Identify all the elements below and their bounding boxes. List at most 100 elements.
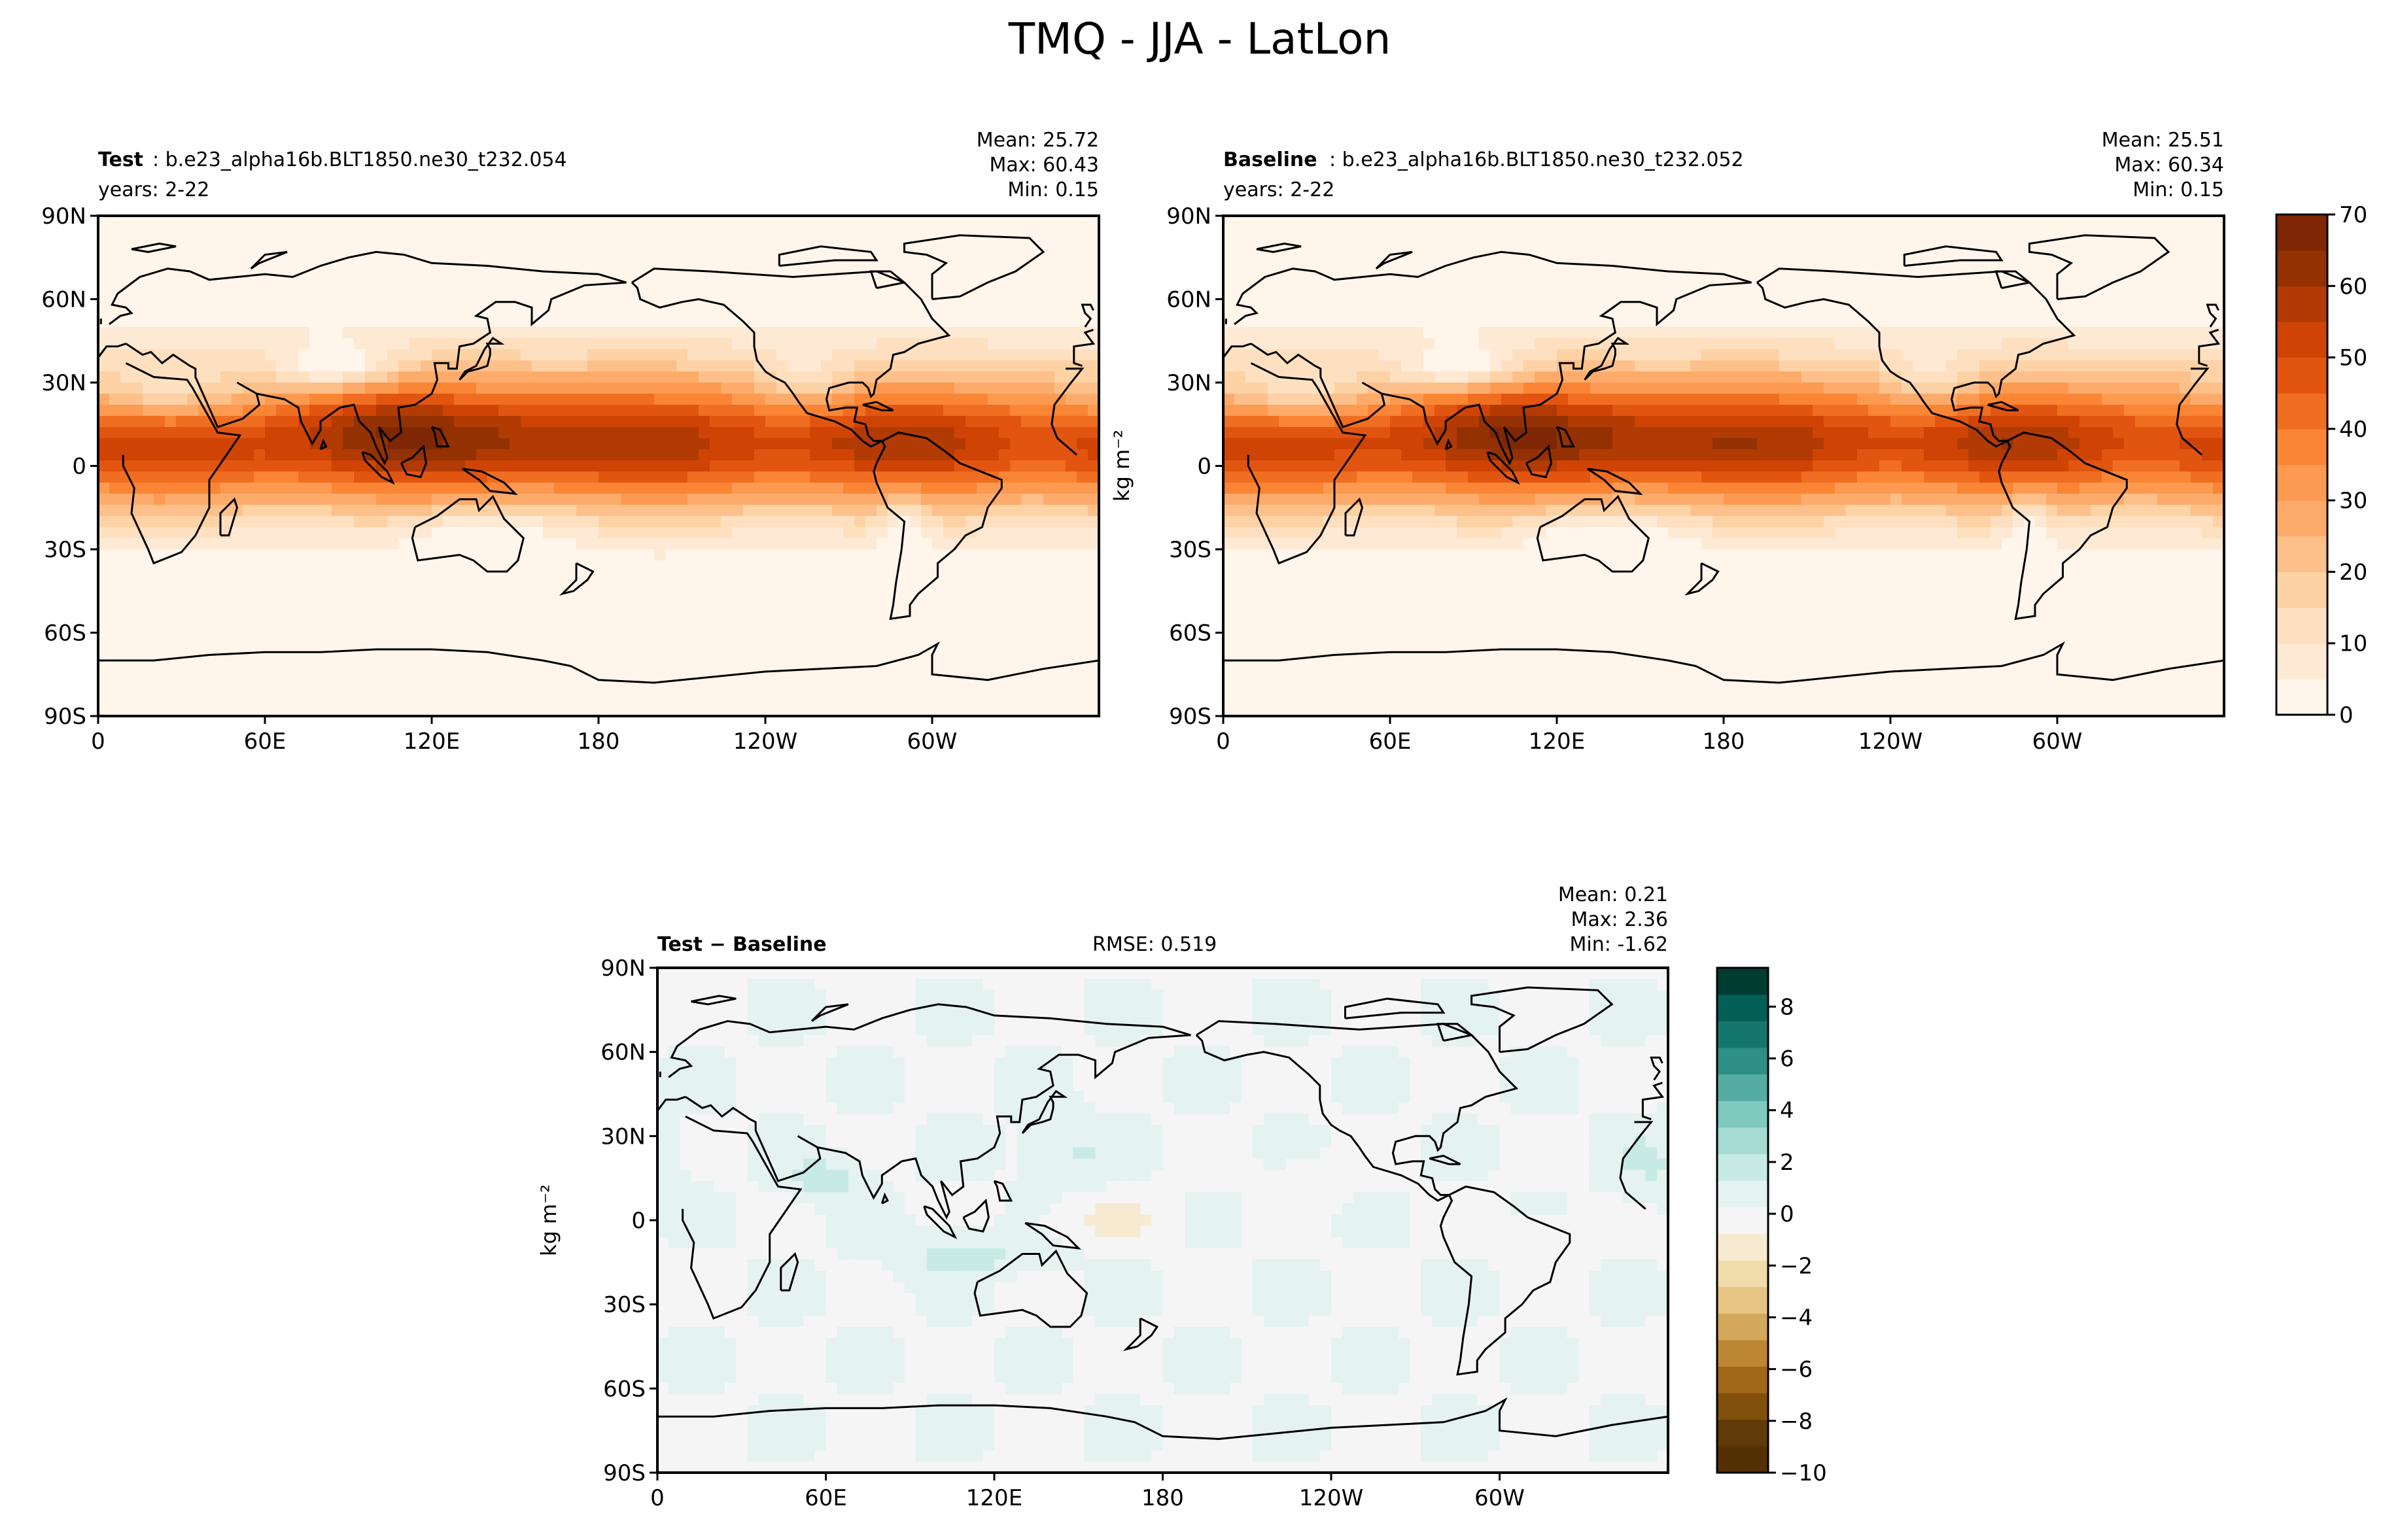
field-cell [821,427,833,439]
field-cell [654,627,666,639]
field-cell [120,405,132,417]
figure-title: TMQ - JJA - LatLon [1008,14,1391,64]
field-cell [832,638,844,650]
field-cell [776,227,788,239]
field-cell [1657,227,1669,239]
field-cell [643,238,655,250]
field-cell [665,683,677,694]
field-cell [1924,294,1936,305]
field-cell [332,383,343,394]
field-cell [565,516,577,528]
field-cell [265,238,277,250]
field-cell [599,594,610,606]
field-cell [821,316,833,328]
field-cell [1557,305,1569,317]
field-cell [265,627,277,639]
field-cell [487,605,499,617]
field-cell [754,394,766,405]
field-cell [788,227,799,239]
field-cell [543,583,555,594]
field-cell [687,583,699,594]
field-cell [143,616,154,628]
field-cell [1257,249,1268,261]
field-cell [665,594,677,606]
field-cell [1991,294,2002,305]
field-cell [1902,238,1913,250]
field-cell [810,549,822,561]
field-cell [977,294,988,305]
field-cell [1088,260,1099,272]
field-cell [743,360,755,372]
field-cell [710,516,722,528]
field-cell [632,672,644,683]
field-cell [621,560,633,572]
field-cell [421,316,432,328]
field-cell [710,360,722,372]
field-cell [287,672,299,683]
field-cell [643,516,655,528]
field-cell [487,383,499,394]
field-cell [354,660,366,672]
field-cell [365,538,377,550]
field-cell [788,449,799,461]
field-cell [1679,282,1691,294]
field-cell [921,427,933,439]
field-cell [209,360,221,372]
field-cell [999,560,1011,572]
field-cell [243,405,254,417]
field-cell [565,460,577,472]
field-cell [220,438,232,450]
field-cell [1077,583,1088,594]
field-cell [109,338,121,350]
field-cell [621,249,633,261]
field-cell [687,527,699,539]
field-cell [409,649,421,661]
field-cell [421,360,432,372]
field-cell [1612,305,1624,317]
field-cell [387,549,399,561]
field-cell [910,260,922,272]
field-cell [120,660,132,672]
field-cell [699,305,710,317]
field-cell [343,627,355,639]
field-cell [587,705,599,716]
field-cell [1301,249,1313,261]
field-cell [1624,316,1635,328]
field-cell [109,471,121,483]
field-cell [1390,238,1402,250]
field-cell [1468,260,1480,272]
field-cell [1010,494,1022,505]
field-cell [943,338,955,350]
field-cell [832,427,844,439]
field-cell [921,594,933,606]
field-cell [1824,271,1835,283]
y-tick-label: 90N [41,203,86,230]
field-cell [587,316,599,328]
field-cell [276,294,288,305]
field-cell [599,282,610,294]
field-cell [721,238,733,250]
field-cell [854,294,866,305]
field-cell [543,538,555,550]
field-cell [988,427,1000,439]
field-cell [721,549,733,561]
field-cell [1032,327,1044,339]
field-cell [665,216,677,228]
field-cell [487,438,499,450]
field-cell [676,683,688,694]
field-cell [587,427,599,439]
field-cell [354,560,366,572]
field-cell [1043,494,1055,505]
field-cell [276,694,288,706]
field-cell [1557,271,1569,283]
field-cell [343,572,355,583]
field-cell [854,683,866,694]
field-cell [932,672,944,683]
field-cell [2124,227,2136,239]
field-cell [321,216,332,228]
field-cell [220,471,232,483]
field-cell [1868,260,1880,272]
field-cell [432,316,443,328]
field-cell [988,483,1000,494]
field-cell [321,282,332,294]
